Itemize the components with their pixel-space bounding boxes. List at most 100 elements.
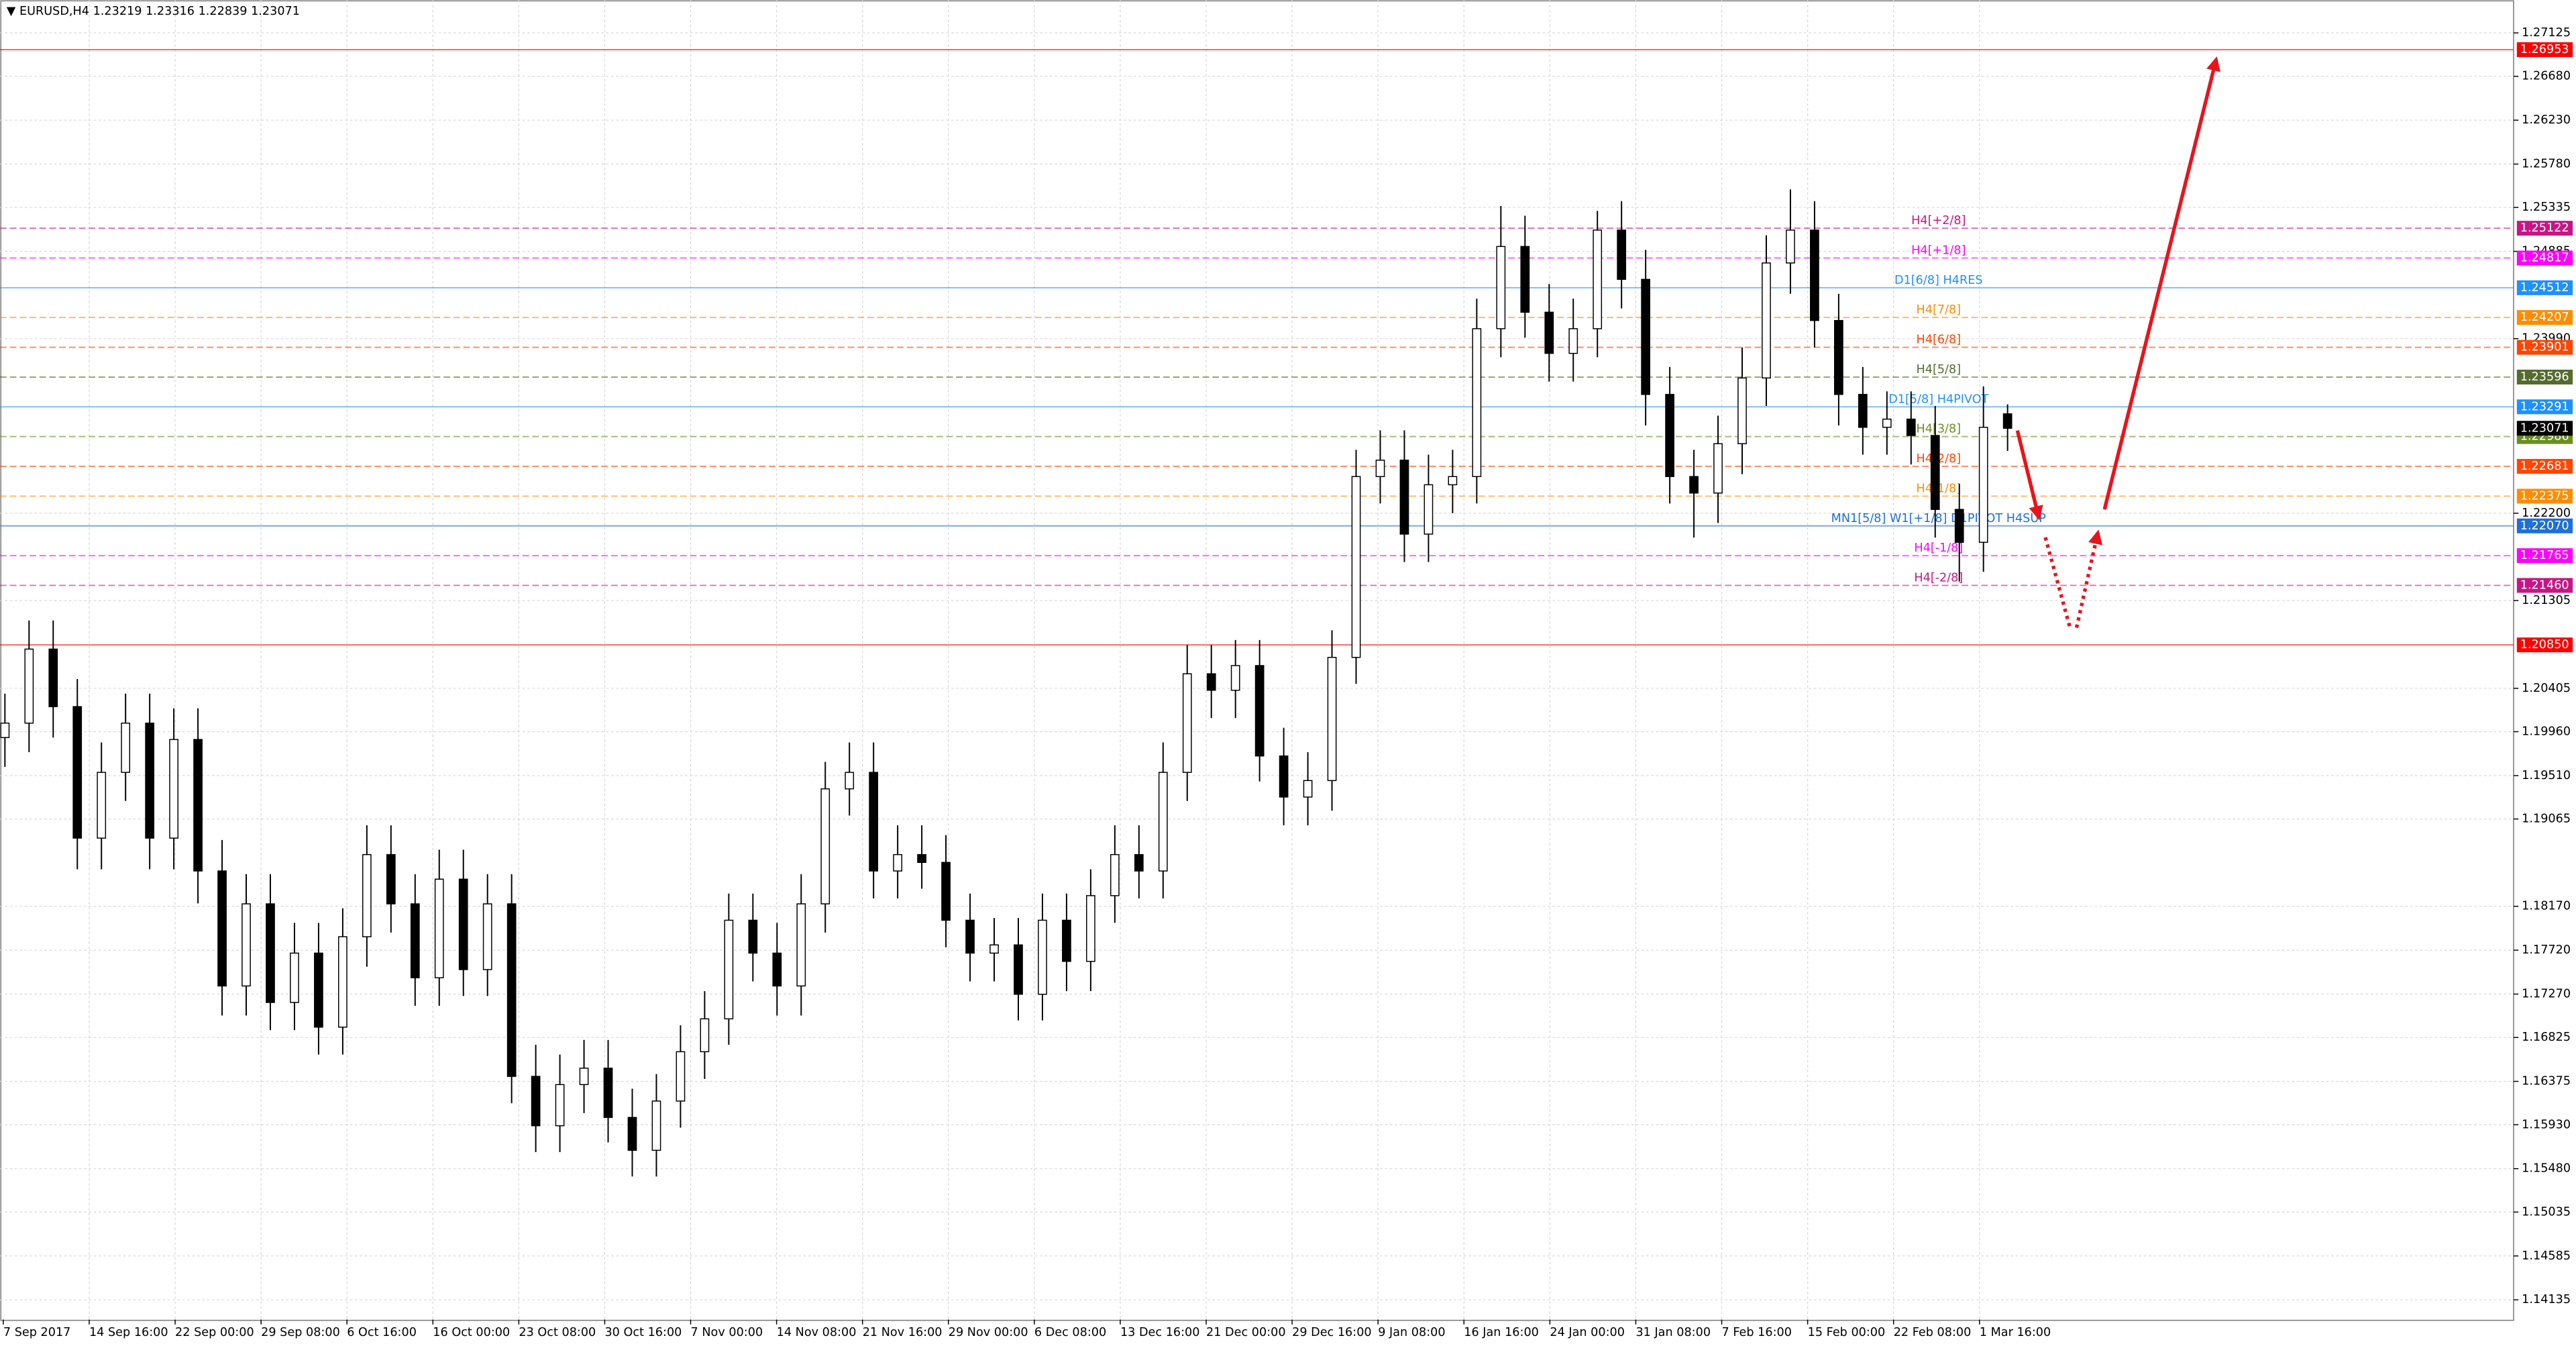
candle-body [917, 853, 926, 863]
candle-body [603, 1068, 613, 1119]
candle-body [1254, 665, 1265, 757]
x-tick-label: 30 Oct 16:00 [604, 1326, 682, 1339]
close: 1.23071 [251, 5, 300, 18]
candle-body [531, 1076, 541, 1127]
y-tick-label: 1.26680 [2522, 70, 2571, 83]
candle-body [1086, 895, 1095, 962]
plot-area [0, 0, 2514, 1321]
candle-body [314, 952, 323, 1028]
price-box [2516, 518, 2573, 533]
candle-body [989, 944, 999, 954]
candle-body [772, 952, 782, 987]
candles [0, 189, 2012, 1177]
x-tick-label: 9 Jan 08:00 [1378, 1326, 1445, 1339]
candle-body [1786, 229, 1795, 264]
x-tick-label: 6 Oct 16:00 [347, 1326, 417, 1339]
y-tick-label: 1.27125 [2522, 26, 2571, 40]
candle-body [1206, 673, 1216, 691]
level-label: D1[6/8] H4RES [1894, 274, 1983, 287]
symbol: EURUSD,H4 [19, 5, 89, 18]
price-box-label: 1.26953 [2520, 43, 2569, 56]
price-box-label: 1.21460 [2520, 578, 2569, 592]
candle-body [1713, 443, 1723, 494]
y-tick-label: 1.19065 [2522, 813, 2571, 826]
candle-body [1448, 476, 1458, 486]
candle-body [482, 903, 492, 970]
candle-body [1375, 460, 1385, 477]
candle-body [1954, 509, 1964, 543]
candle-body [579, 1068, 589, 1086]
y-tick-label: 1.22200 [2522, 507, 2571, 520]
x-tick-label: 23 Oct 08:00 [519, 1326, 596, 1339]
x-tick-label: 21 Nov 16:00 [863, 1326, 943, 1339]
x-tick-label: 7 Sep 2017 [3, 1326, 71, 1339]
candle-body [1158, 772, 1168, 872]
price-box [2516, 578, 2573, 593]
candle-body [362, 853, 372, 937]
annotation-arrows [2015, 56, 2220, 629]
price-box [2516, 548, 2573, 564]
x-tick-label: 7 Nov 00:00 [691, 1326, 763, 1339]
price-box [2516, 369, 2573, 384]
y-tick-label: 1.21305 [2522, 594, 2571, 607]
price-box-label: 1.22070 [2520, 519, 2569, 533]
candle-body [145, 722, 155, 839]
candle-body [1110, 853, 1120, 896]
price-box-label: 1.22681 [2520, 460, 2569, 473]
candle-body [1351, 476, 1361, 658]
y-tick-label: 1.19510 [2522, 769, 2571, 782]
price-box [2516, 399, 2573, 415]
y-tick-label: 1.18170 [2522, 900, 2571, 913]
price-box [2516, 488, 2573, 504]
chart-header: ▼ EURUSD,H4 1.23219 1.23316 1.22839 1.23… [7, 5, 300, 18]
level-label: H4[3/8] [1916, 423, 1961, 436]
candle-body [1858, 394, 1868, 428]
candle-body [0, 722, 10, 738]
candle-body [1182, 673, 1192, 773]
candle-body [386, 853, 396, 904]
price-box-label: 1.23901 [2520, 341, 2569, 354]
price-box [2516, 250, 2573, 266]
level-label: H4[-2/8] [1914, 571, 1963, 584]
candle-body [410, 903, 420, 978]
y-tick-label: 1.15480 [2522, 1162, 2571, 1176]
candle-body [338, 936, 347, 1028]
candle-body [1424, 484, 1434, 535]
candle-body [627, 1117, 637, 1151]
price-box [2516, 280, 2573, 295]
level-label: H4[+1/8] [1911, 244, 1966, 257]
price-box-label: 1.21765 [2520, 549, 2569, 562]
candle-body [72, 706, 83, 839]
candle-body [1737, 377, 1747, 444]
candle-body [965, 919, 975, 954]
level-label: H4[6/8] [1916, 333, 1961, 347]
level-label: H4[5/8] [1916, 363, 1961, 376]
candle-body [1930, 435, 1940, 510]
open: 1.23219 [93, 5, 142, 18]
candle-body [169, 739, 178, 839]
y-tick-label: 1.25335 [2522, 201, 2571, 214]
arrow [2015, 430, 2043, 521]
y-tick-label: 1.15930 [2522, 1118, 2571, 1131]
candle-body [820, 788, 830, 904]
level-label: D1[5/8] H4PIVOT [1888, 393, 1988, 406]
y-tick-label: 1.26230 [2522, 113, 2571, 127]
candle-body [24, 648, 34, 724]
price-box [2516, 42, 2573, 58]
price-box-label: 1.23596 [2520, 370, 2569, 384]
candle-body [1230, 665, 1240, 691]
y-tick-label: 1.19960 [2522, 725, 2571, 738]
price-box-label: 1.24512 [2520, 281, 2569, 295]
candle-body [193, 739, 203, 872]
x-tick-label: 22 Sep 00:00 [175, 1326, 254, 1339]
y-tick-label: 1.16375 [2522, 1075, 2571, 1088]
candle-body [1014, 944, 1023, 995]
x-tick-label: 21 Dec 00:00 [1206, 1326, 1286, 1339]
price-axis: 1.27125 1.26680 1.26230 1.25780 1.25335 1.248… [3, 26, 2573, 1339]
y-tick-label: 1.16825 [2522, 1031, 2571, 1044]
arrow [2043, 537, 2072, 629]
x-tick-label: 13 Dec 16:00 [1120, 1326, 1200, 1339]
arrow [2074, 529, 2103, 629]
candle-body [1472, 328, 1482, 477]
candle-body [121, 722, 131, 773]
